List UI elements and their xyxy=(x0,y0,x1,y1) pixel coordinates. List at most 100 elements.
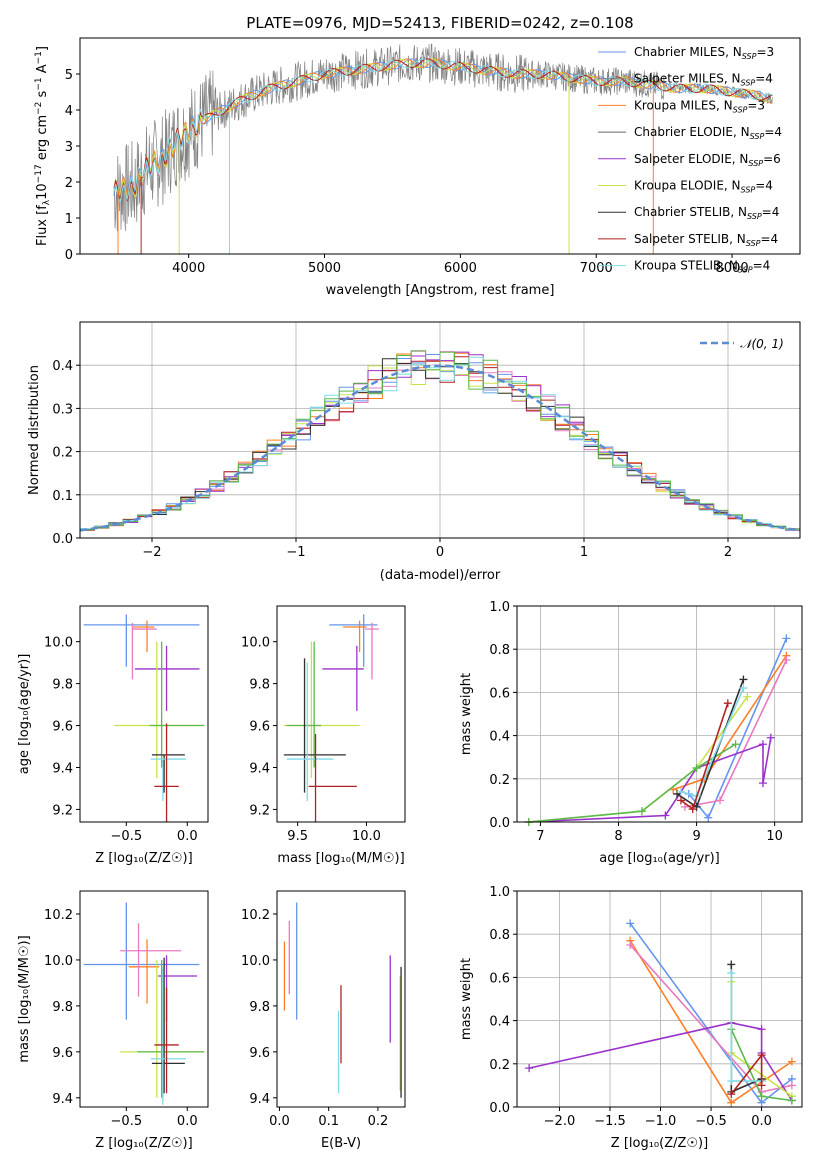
mass-weight-series xyxy=(727,1051,766,1099)
axes-frame xyxy=(276,605,406,823)
series-marker xyxy=(676,796,685,805)
y-tick-label: 2 xyxy=(65,176,73,191)
y-tick-label: 1.0 xyxy=(489,885,510,900)
model-spectrum xyxy=(113,58,773,200)
figure-title: PLATE=0976, MJD=52413, FIBERID=0242, z=0… xyxy=(246,14,633,32)
legend-label-n: =3 xyxy=(747,98,765,112)
spectrum-frame xyxy=(79,37,801,255)
legend-label: Chabrier ELODIE, NSSP=4 xyxy=(634,125,782,141)
legend-label-sub: SSP xyxy=(733,105,748,114)
legend-label-n: =4 xyxy=(755,179,773,193)
series-marker xyxy=(727,1077,736,1086)
error-bar-point xyxy=(134,645,200,711)
series-marker xyxy=(739,684,748,693)
y-tick-label: 0.1 xyxy=(52,489,73,504)
model-spectrum xyxy=(113,58,773,202)
axes-frame xyxy=(516,890,803,1108)
error-bar-point xyxy=(286,662,334,802)
series-marker xyxy=(704,813,713,822)
legend-label: Chabrier STELIB, NSSP=4 xyxy=(634,205,779,221)
legend-label-name: Salpeter MILES, N xyxy=(634,72,741,86)
y-tick-label: 0.3 xyxy=(52,402,73,417)
y-tick-label: 5 xyxy=(65,68,73,83)
series-line xyxy=(730,973,762,1082)
series-marker xyxy=(739,675,748,684)
series-marker xyxy=(731,740,740,749)
legend-label-name: Kroupa ELODIE, N xyxy=(634,179,741,193)
mass-weight-series xyxy=(673,675,748,811)
error-bar-point xyxy=(283,658,346,793)
legend-normal-label: 𝒩(0, 1) xyxy=(740,337,784,351)
y-axis-label: mass weight xyxy=(459,958,474,1040)
series-marker xyxy=(757,1081,766,1090)
legend-label: Kroupa MILES, NSSP=3 xyxy=(634,98,765,114)
y-tick-label: 10.0 xyxy=(241,636,270,651)
series-marker xyxy=(626,919,635,928)
legend-label-n: =4 xyxy=(760,232,778,246)
x-tick-label: 5000 xyxy=(308,261,341,276)
error-bar-point xyxy=(131,622,157,680)
x-tick-label: 0.1 xyxy=(318,1114,339,1129)
y-tick-label: 9.6 xyxy=(52,720,73,735)
error-bar-point xyxy=(154,723,179,822)
series-marker xyxy=(661,811,670,820)
y-axis-label: Normed distribution xyxy=(27,365,42,495)
axes-frame xyxy=(516,605,803,823)
x-tick-label: 9 xyxy=(692,829,700,844)
age-vs-mass-panel: 9.5 10.0 9.2 9.4 9.6 9.8 10.0 mass [log₁₀(M/M☉)… xyxy=(241,605,406,866)
y-tick-label: 9.4 xyxy=(249,1092,270,1107)
legend-label-n: =6 xyxy=(763,152,781,166)
y-tick-label: 0.8 xyxy=(489,928,510,943)
x-tick-label: 2 xyxy=(724,545,732,560)
error-bar-point xyxy=(149,641,205,768)
error-bar-point xyxy=(83,902,200,1020)
x-tick-label: 9.5 xyxy=(287,829,308,844)
error-bar-point xyxy=(329,614,378,667)
series-marker xyxy=(782,656,791,664)
y-tick-label: 9.4 xyxy=(52,1092,73,1107)
error-bar-point xyxy=(151,957,185,1094)
series-marker xyxy=(787,1096,796,1105)
x-tick-label: 7 xyxy=(536,829,544,844)
legend-label-sub: SSP xyxy=(741,79,756,88)
model-spectrum xyxy=(113,58,773,202)
error-bar-point xyxy=(120,923,182,997)
legend-label-name: Chabrier MILES, N xyxy=(634,45,742,59)
y-tick-label: 9.6 xyxy=(52,1046,73,1061)
legend-label-name: Salpeter STELIB, N xyxy=(634,232,746,246)
y-tick-label: 3 xyxy=(65,140,73,155)
age-vs-Z-panel: −0.5 0.0 9.2 9.4 9.6 9.8 10.0 Z [log₁₀(Z/Z☉)] ag… xyxy=(17,605,209,866)
x-axis-label: age [log₁₀(age/yr)] xyxy=(599,851,720,866)
legend-label-n: =4 xyxy=(762,205,780,219)
legend-label-n: =4 xyxy=(764,125,782,139)
x-tick-label: −0.5 xyxy=(695,1114,727,1129)
y-tick-label: 9.4 xyxy=(52,761,73,776)
x-tick-label: 0.0 xyxy=(269,1114,290,1129)
y-tick-label: 1.0 xyxy=(489,600,510,615)
y-tick-label: 0.2 xyxy=(489,773,510,788)
legend-label-sub: SSP xyxy=(741,186,756,195)
x-tick-label: −2.0 xyxy=(544,1114,576,1129)
x-axis-label: mass [log₁₀(M/M☉)] xyxy=(277,851,404,866)
error-bar-point xyxy=(128,939,160,1004)
series-marker xyxy=(716,796,725,805)
x-axis-label: (data-model)/error xyxy=(380,568,501,583)
mass-weight-series xyxy=(727,969,766,1086)
y-axis-label: Flux [fλ10−17 erg cm−2 s−1 A−1] xyxy=(34,46,52,246)
y-tick-label: 10.2 xyxy=(241,908,270,923)
series-marker xyxy=(676,787,685,796)
y-tick-label: 0.4 xyxy=(52,359,73,374)
residual-histogram xyxy=(80,350,800,531)
series-marker xyxy=(787,1081,796,1090)
series-marker xyxy=(743,692,752,701)
series-marker xyxy=(727,960,736,969)
normal-curve xyxy=(79,364,801,532)
x-tick-label: −2 xyxy=(142,545,161,560)
x-tick-label: −1 xyxy=(286,545,305,560)
y-tick-label: 9.8 xyxy=(52,678,73,693)
y-tick-label: 9.6 xyxy=(249,1046,270,1061)
x-tick-label: 0.0 xyxy=(177,1114,198,1129)
y-tick-label: 10.2 xyxy=(44,908,73,923)
